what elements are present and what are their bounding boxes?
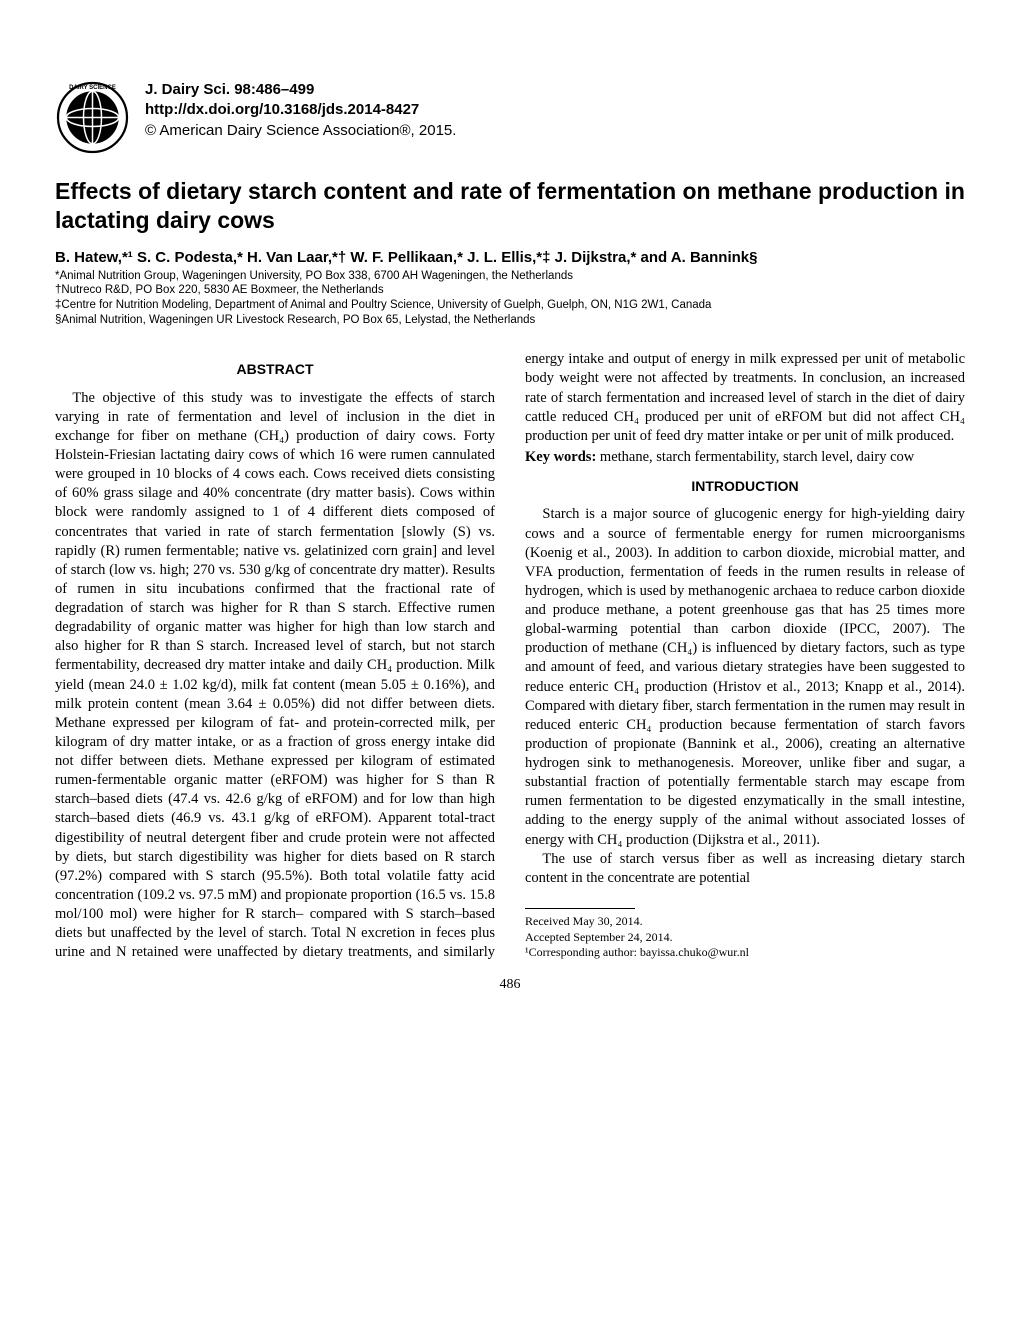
journal-doi: http://dx.doi.org/10.3168/jds.2014-8427 xyxy=(145,100,456,120)
affiliation-4: §Animal Nutrition, Wageningen UR Livesto… xyxy=(55,313,965,328)
intro-paragraph-2: The use of starch versus fiber as well a… xyxy=(525,850,965,888)
affiliation-2: †Nutreco R&D, PO Box 220, 5830 AE Boxmee… xyxy=(55,283,965,298)
adsa-logo-icon: DAIRY SCIENCE xyxy=(55,80,130,155)
footnote-received: Received May 30, 2014. xyxy=(525,914,965,930)
intro-paragraph-1: Starch is a major source of glucogenic e… xyxy=(525,505,965,849)
footnote-corresponding: ¹Corresponding author: bayissa.chuko@wur… xyxy=(525,945,965,961)
footnotes: Received May 30, 2014. Accepted Septembe… xyxy=(525,914,965,961)
journal-copyright: © American Dairy Science Association®, 2… xyxy=(145,121,456,141)
footnote-accepted: Accepted September 24, 2014. xyxy=(525,930,965,946)
affiliation-3: ‡Centre for Nutrition Modeling, Departme… xyxy=(55,298,965,313)
footnote-block: Received May 30, 2014. Accepted Septembe… xyxy=(525,908,965,961)
article-body: ABSTRACT The objective of this study was… xyxy=(55,350,965,962)
author-list: B. Hatew,*¹ S. C. Podesta,* H. Van Laar,… xyxy=(55,249,965,266)
keywords-text: methane, starch fermentability, starch l… xyxy=(600,449,914,465)
journal-info: J. Dairy Sci. 98:486–499 http://dx.doi.o… xyxy=(145,80,456,141)
journal-citation: J. Dairy Sci. 98:486–499 xyxy=(145,80,456,100)
affiliation-1: *Animal Nutrition Group, Wageningen Univ… xyxy=(55,269,965,284)
footnote-separator xyxy=(525,908,635,909)
keywords-label: Key words: xyxy=(525,449,596,465)
svg-text:DAIRY SCIENCE: DAIRY SCIENCE xyxy=(69,85,116,91)
introduction-heading: INTRODUCTION xyxy=(525,477,965,495)
page-number: 486 xyxy=(55,977,965,993)
abstract-heading: ABSTRACT xyxy=(55,360,495,378)
journal-header: DAIRY SCIENCE J. Dairy Sci. 98:486–499 h… xyxy=(55,80,965,155)
article-title: Effects of dietary starch content and ra… xyxy=(55,177,965,235)
affiliations: *Animal Nutrition Group, Wageningen Univ… xyxy=(55,269,965,329)
keywords-line: Key words: methane, starch fermentabilit… xyxy=(525,448,965,467)
